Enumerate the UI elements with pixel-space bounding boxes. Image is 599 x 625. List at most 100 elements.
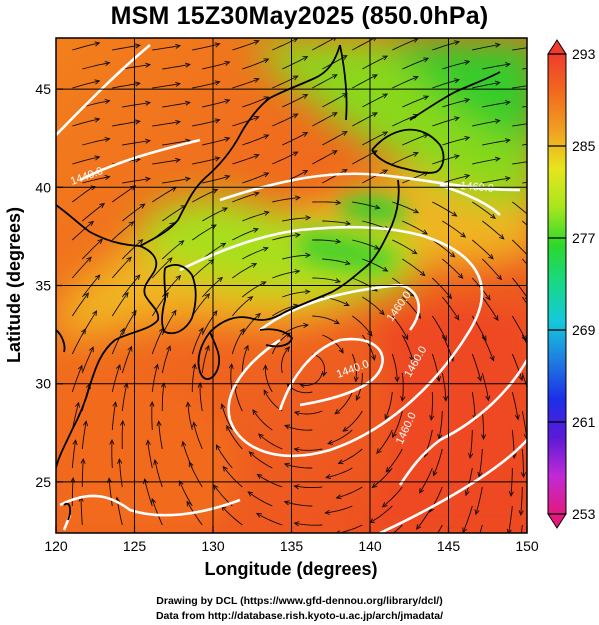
streamline-arrowhead [243,344,249,351]
streamline [392,76,419,89]
streamline [72,118,100,127]
streamline-arrowhead [130,185,137,191]
streamline [369,505,393,524]
streamline [338,448,363,464]
streamline-arrowhead [185,401,191,408]
streamline-arrowhead [337,459,344,465]
y-tick-label: 40 [35,179,51,195]
streamline-arrowhead [134,43,141,49]
streamline-arrowhead [263,58,270,64]
streamline-arrowhead [374,204,381,210]
streamline-arrowhead [262,246,269,252]
streamline-arrowhead [303,322,310,328]
streamline-arrowhead [371,74,378,80]
streamline-arrowhead [331,74,338,79]
streamline-arrowhead [423,95,430,101]
streamline [272,197,300,203]
streamline [351,353,357,382]
streamline [111,402,117,431]
streamline [312,112,338,127]
streamline-arrowhead [464,97,471,103]
streamline-arrowhead [145,62,152,68]
streamline-arrowhead [224,136,231,142]
streamline [284,424,313,431]
streamline-arrowhead [367,330,373,337]
streamline-arrowhead [188,461,194,468]
streamline-arrowhead [80,457,86,464]
streamline [352,315,373,337]
streamline-arrowhead [435,376,441,383]
streamline-arrowhead [535,158,540,162]
streamline [482,63,510,70]
streamline-arrowhead [477,471,483,478]
streamline [336,486,363,499]
streamline-arrowhead [526,396,527,397]
streamline-arrowhead [535,82,540,86]
streamline-arrowhead [411,249,418,255]
streamline-arrowhead [197,382,203,388]
streamline-arrowhead [214,156,221,162]
streamline-arrowhead [104,98,111,105]
streamline [294,448,323,451]
streamline-arrowhead [333,319,340,325]
streamline-arrowhead [83,292,90,299]
streamline [402,171,429,184]
credits-drawing: Drawing by DCL (https://www.gfd-dennou.o… [156,595,443,607]
streamline [201,345,210,374]
streamline [111,364,121,393]
streamline-arrowhead [494,118,501,124]
streamline-arrowhead [204,293,211,299]
streamline-arrowhead [214,42,221,48]
streamline [520,486,523,516]
streamline [202,242,226,260]
streamline-arrowhead [335,494,342,500]
streamline [256,513,283,526]
streamline-arrowhead [376,448,382,454]
streamline-arrowhead [184,176,191,182]
streamline [232,192,259,203]
y-axis-title: Latitude (degrees) [4,207,24,363]
streamline [231,296,253,317]
streamline [202,61,230,70]
streamline-arrowhead [284,424,291,430]
streamline [472,201,496,219]
streamline [402,133,429,146]
streamline-arrowhead [464,173,471,179]
streamline [282,291,310,298]
streamline [193,422,203,450]
streamline [482,139,510,146]
streamline-arrowhead [166,345,172,352]
streamline [282,132,308,146]
streamline-arrowhead [485,395,491,402]
streamline-arrowhead [344,260,351,266]
streamline [402,95,429,108]
streamline-arrowhead [175,119,182,125]
streamline [258,433,283,450]
streamline [216,444,233,469]
streamline-arrowhead [385,466,391,473]
streamline-arrowhead [498,234,505,240]
streamline [441,372,447,401]
streamline-arrowhead [220,403,226,410]
streamline-arrowhead [302,56,309,61]
streamline [362,93,388,108]
streamline [511,315,527,341]
streamline [82,62,110,70]
streamline [294,485,323,489]
streamline-arrowhead [485,294,491,301]
streamline-arrowhead [253,153,260,159]
streamline-arrowhead [283,500,290,506]
streamline-arrowhead [529,215,534,220]
streamline [151,364,159,393]
streamline [242,211,269,222]
streamline-arrowhead [443,395,449,402]
streamline [199,383,203,412]
streamline-arrowhead [70,476,76,483]
streamline [111,292,129,317]
streamline-arrowhead [304,289,311,295]
streamline-arrowhead [263,96,270,102]
streamline-arrowhead [451,211,458,217]
colorbar-label: 277 [572,230,596,246]
streamline [122,203,145,222]
streamline-arrowhead [156,420,162,427]
